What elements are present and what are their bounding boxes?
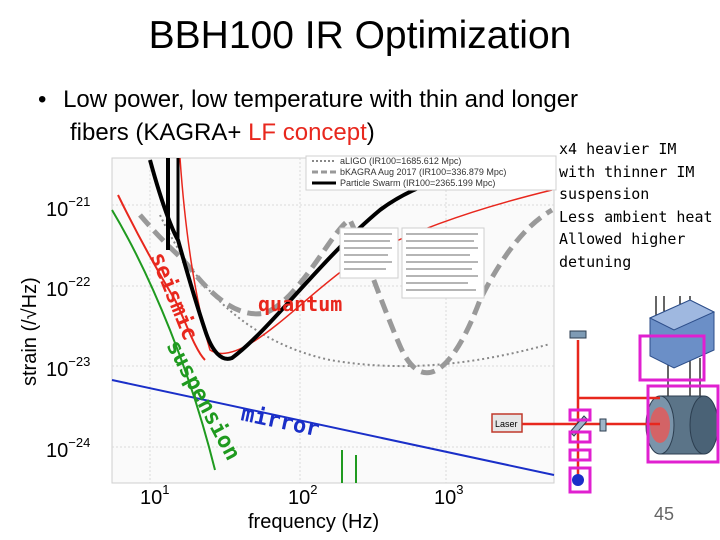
y-tick-label: 10−23 xyxy=(46,354,90,381)
legend: aLIGO (IR100=1685.612 Mpc) bKAGRA Aug 20… xyxy=(305,155,557,191)
photodetector xyxy=(572,474,584,486)
quantum-curve xyxy=(179,157,553,355)
highlight-boxes xyxy=(568,334,720,494)
y-tick-label: 10−21 xyxy=(46,194,90,221)
bullet-text-2-highlight: LF concept xyxy=(248,119,367,146)
side-note-line: x4 heavier IM xyxy=(559,140,677,158)
y-tick-label: 10−22 xyxy=(46,274,90,301)
quantum-label: quantum xyxy=(258,292,342,316)
page-number: 45 xyxy=(654,504,675,524)
laser-label: Laser xyxy=(495,419,518,429)
side-note-line: with thinner IM xyxy=(559,162,695,181)
seismic-curve xyxy=(117,194,206,361)
beam-splitter xyxy=(599,418,607,432)
bullet-text-2-prefix: fibers (KAGRA+ xyxy=(70,119,249,146)
side-note: x4 heavier IM with thinner IM suspension… xyxy=(559,138,713,273)
side-note-line: Less ambient heat xyxy=(559,207,713,226)
laser-source xyxy=(491,413,523,433)
legend-entry: Particle Swarm (IR100=2365.199 Mpc) xyxy=(340,178,495,188)
side-note-line: Allowed higher xyxy=(559,230,686,248)
sensitivity-plot: aLIGO (IR100=1685.612 Mpc) bKAGRA Aug 20… xyxy=(19,155,557,533)
bullet-line-1: • Low power, low temperature with thin a… xyxy=(38,86,578,114)
y-tick-label: 10−24 xyxy=(46,435,90,462)
aligo-curve xyxy=(159,214,551,368)
parameter-boxes xyxy=(339,227,485,299)
x-tick-labels: 101 102 103 xyxy=(140,482,463,509)
suspension-curve xyxy=(111,209,216,471)
intermediate-mass xyxy=(648,299,716,369)
apparatus-diagram: Laser xyxy=(491,296,720,494)
y-tick-labels: 10−21 10−22 10−23 10−24 xyxy=(46,194,90,462)
x-tick-label: 103 xyxy=(434,482,463,509)
plot-area xyxy=(111,157,555,484)
legend-entry: bKAGRA Aug 2017 (IR100=336.879 Mpc) xyxy=(340,167,506,177)
bullet-line-2: fibers (KAGRA+ LF concept) xyxy=(70,119,375,147)
x-axis-label: frequency (Hz) xyxy=(248,511,379,533)
y-axis-label: strain (/√Hz) xyxy=(19,277,41,386)
side-note-line: detuning xyxy=(559,252,632,271)
side-note-line: suspension xyxy=(559,185,650,203)
x-tick-label: 102 xyxy=(288,482,317,509)
slide-title: BBH100 IR Optimization xyxy=(148,14,572,57)
top-mirror xyxy=(569,330,587,339)
mirror-curve xyxy=(111,379,555,476)
legend-entry: aLIGO (IR100=1685.612 Mpc) xyxy=(340,156,461,166)
bullet-text-1: Low power, low temperature with thin and… xyxy=(63,86,579,113)
x-tick-label: 101 xyxy=(140,482,169,509)
bullet-text-2-suffix: ) xyxy=(366,119,375,146)
bullet-marker: • xyxy=(38,86,47,113)
